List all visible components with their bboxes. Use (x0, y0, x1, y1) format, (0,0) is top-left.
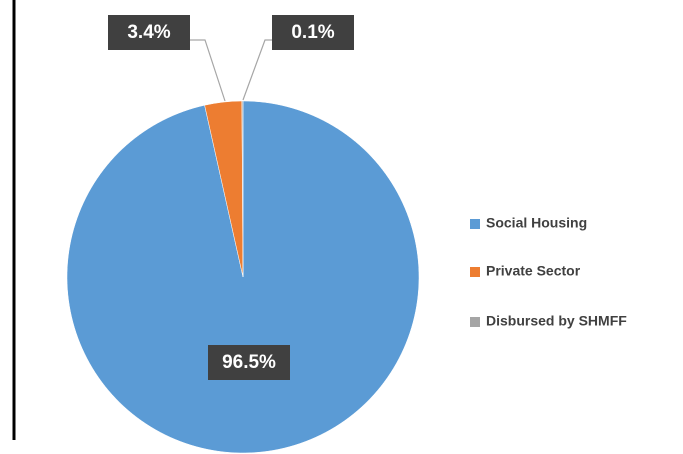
data-label: 96.5% (222, 352, 276, 373)
leader-line (242, 39, 272, 101)
legend-swatch (470, 267, 480, 277)
label-box (108, 15, 190, 50)
pie-slice (241, 100, 244, 278)
legend-label: Disbursed by SHMFF (486, 313, 627, 329)
data-label: 0.1% (291, 22, 334, 43)
leader-line (190, 39, 226, 102)
legend-label: Private Sector (486, 263, 581, 279)
label-box (208, 345, 290, 380)
legend-swatch (470, 219, 480, 229)
legend-label: Social Housing (486, 215, 587, 231)
legend-swatch (470, 317, 480, 327)
data-label: 3.4% (127, 22, 170, 43)
label-box (272, 15, 354, 50)
